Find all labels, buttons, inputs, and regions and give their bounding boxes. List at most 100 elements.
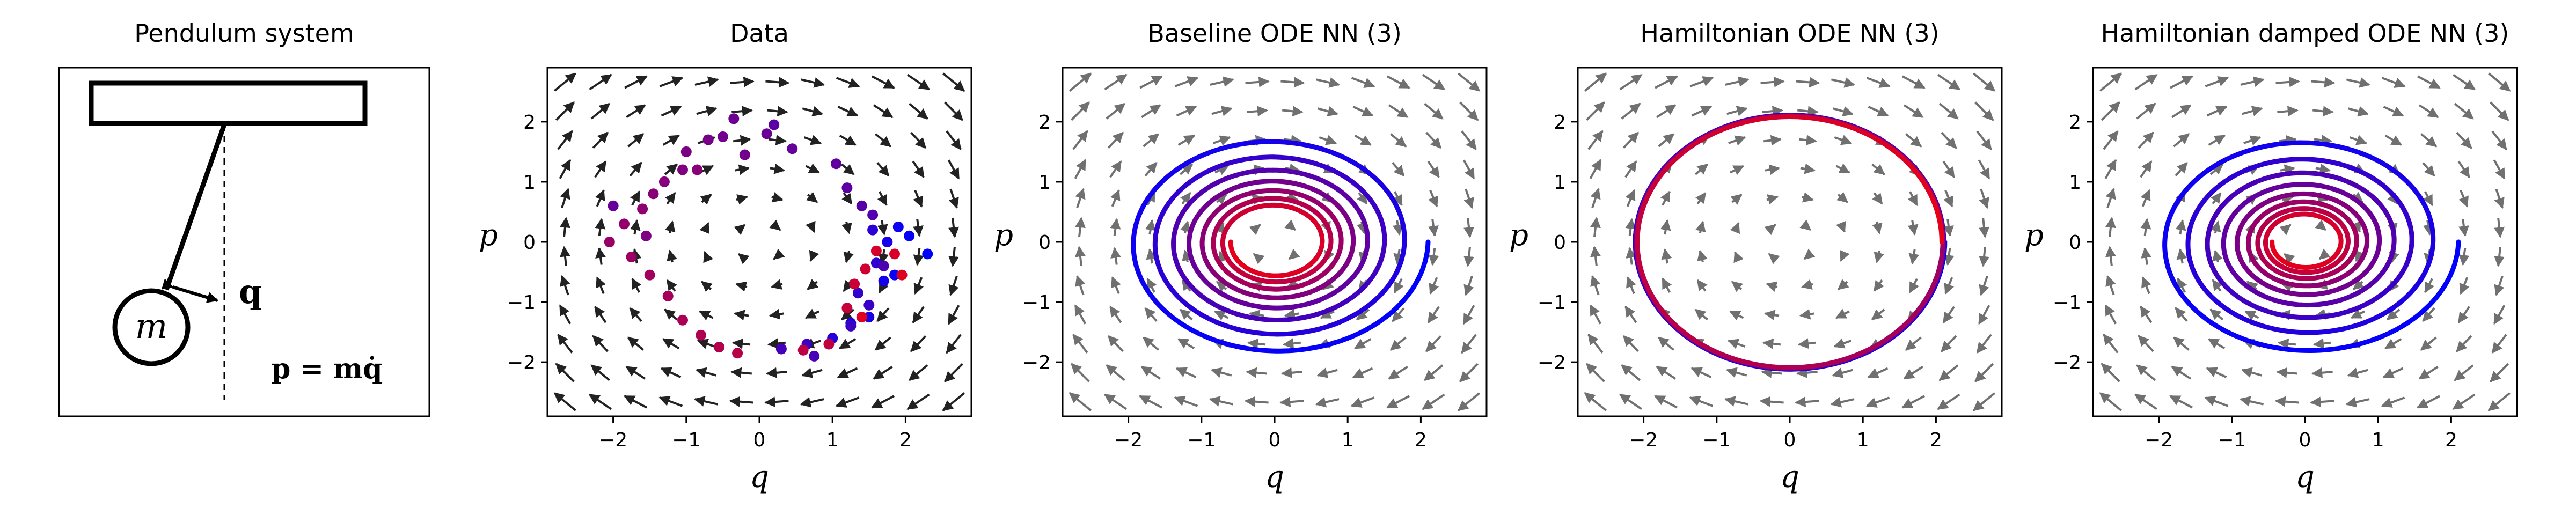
field-arrow — [1901, 75, 1926, 89]
trajectory — [1633, 113, 1948, 372]
field-arrow — [1979, 247, 1990, 267]
trajectory-segment — [1312, 239, 1334, 273]
trajectory-segment — [2236, 196, 2278, 235]
field-arrow — [1978, 159, 1990, 180]
field-arrow — [1428, 189, 1438, 208]
field-arrow — [1281, 367, 1302, 378]
trajectory-segment — [1273, 264, 1310, 278]
x-tick-label: −2 — [1629, 429, 1658, 451]
panel-title-pendulum: Pendulum system — [134, 19, 354, 48]
field-arrow — [1280, 77, 1305, 88]
trajectory-segment — [1228, 273, 1277, 292]
trajectory-segment — [1230, 196, 1276, 213]
field-arrow — [2457, 306, 2470, 323]
field-arrow — [2422, 162, 2435, 177]
field-arrow — [595, 189, 605, 207]
field-arrow — [910, 335, 927, 352]
field-arrow — [1689, 76, 1714, 87]
field-arrow — [1214, 222, 1225, 234]
field-arrow — [1585, 101, 1605, 121]
field-arrow — [1590, 275, 1601, 296]
field-arrow — [843, 250, 854, 263]
field-arrow — [1759, 396, 1784, 407]
field-arrow — [2310, 396, 2334, 408]
field-arrow — [2242, 106, 2263, 116]
y-tick-label: −1 — [1022, 292, 1051, 314]
field-arrow — [1761, 367, 1782, 378]
field-arrow — [2239, 396, 2264, 407]
field-arrow — [1798, 135, 1817, 146]
pendulum-panel: Pendulum system m q p = mq̇ — [58, 19, 430, 417]
field-arrow — [1072, 130, 1088, 150]
field-arrow — [1247, 106, 1268, 117]
field-arrow — [1907, 191, 1918, 207]
field-arrow — [1393, 249, 1404, 265]
field-arrow — [1696, 279, 1708, 292]
data-point — [845, 320, 857, 332]
field-arrow — [1253, 253, 1265, 264]
field-arrow — [1209, 396, 1234, 407]
field-arrow — [1626, 276, 1636, 295]
field-arrow — [2490, 101, 2509, 121]
field-arrow — [658, 396, 683, 407]
y-tick-label: 2 — [523, 112, 536, 134]
data-point — [658, 176, 670, 187]
field-arrow — [592, 131, 609, 149]
field-arrow — [1143, 133, 1160, 148]
trajectory-segment — [2246, 204, 2279, 238]
trajectory-segment — [1220, 240, 1240, 273]
field-arrow — [1463, 276, 1474, 296]
field-arrow — [555, 363, 575, 382]
data-point — [640, 230, 652, 241]
field-arrow — [1590, 246, 1601, 267]
field-arrow — [2351, 220, 2361, 233]
field-arrow — [1247, 338, 1266, 349]
field-arrow — [767, 338, 786, 349]
field-arrow — [1075, 188, 1086, 208]
field-arrow — [1690, 367, 1712, 378]
field-arrow — [1624, 305, 1637, 323]
field-arrow — [1244, 396, 1269, 407]
field-arrow — [1463, 247, 1475, 267]
field-arrow — [2105, 246, 2116, 267]
field-arrow — [2209, 308, 2223, 321]
field-arrow — [2458, 189, 2469, 208]
field-arrow — [1731, 281, 1743, 292]
field-arrow — [910, 131, 927, 149]
trajectory-segment — [2221, 225, 2241, 281]
trajectory-segment — [1274, 279, 1331, 300]
field-arrow — [1463, 188, 1474, 209]
field-arrow — [2418, 104, 2439, 119]
field-arrow — [2490, 363, 2509, 382]
field-arrow — [771, 192, 784, 203]
field-arrow — [1179, 163, 1194, 175]
field-arrow — [1803, 248, 1816, 260]
field-arrow — [1976, 130, 1992, 150]
y-axis-label: p — [1509, 218, 1528, 253]
field-arrow — [948, 276, 959, 296]
field-arrow — [697, 339, 715, 349]
field-arrow — [2240, 76, 2265, 87]
field-arrow — [874, 336, 891, 351]
pendulum-frame — [58, 67, 430, 417]
field-arrow — [1871, 308, 1885, 321]
field-arrow — [2454, 364, 2474, 381]
field-arrow — [1976, 334, 1992, 354]
trajectory-segment — [2376, 230, 2414, 299]
field-arrow — [809, 249, 819, 262]
field-arrow — [2177, 277, 2187, 293]
field-arrow — [2101, 101, 2120, 121]
field-arrow — [767, 106, 788, 117]
momentum-equation: p = mq̇ — [271, 352, 383, 385]
field-arrow — [1868, 106, 1889, 117]
trajectory-segment — [1211, 208, 1235, 245]
field-arrow — [1903, 104, 1924, 119]
field-arrow — [1728, 135, 1746, 146]
field-arrow — [2350, 308, 2365, 319]
field-arrow — [1941, 335, 1957, 352]
field-arrow — [1392, 307, 1405, 322]
field-arrow — [589, 73, 612, 91]
field-arrow — [594, 305, 607, 323]
trajectory-segment — [2260, 268, 2312, 289]
field-arrow — [1074, 304, 1087, 325]
